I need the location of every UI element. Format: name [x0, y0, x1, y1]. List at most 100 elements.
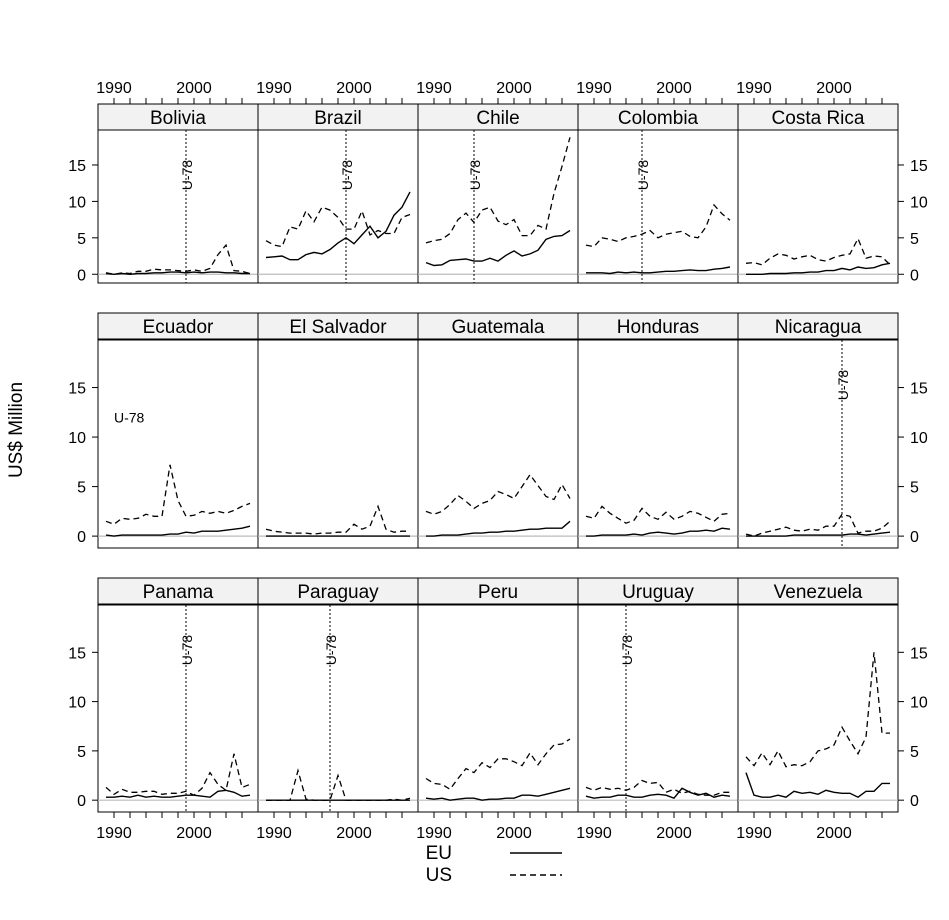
x-tick-label: 1990 — [416, 825, 452, 842]
strip-label-nicaragua: Nicaragua — [775, 317, 862, 338]
panel-guatemala: Guatemala — [417, 312, 579, 549]
series-eu-uruguay — [585, 787, 731, 800]
strip-label-costa-rica: Costa Rica — [772, 108, 865, 129]
panel-nicaragua: Nicaragua U-78 — [737, 312, 899, 549]
u78-label-panama: U-78 — [179, 635, 195, 666]
series-us-chile — [425, 137, 571, 244]
u78-label-nicaragua: U-78 — [835, 370, 851, 401]
panel-frame-uruguay — [577, 604, 739, 813]
series-eu-bolivia — [105, 271, 250, 276]
x-tick-label: 2000 — [336, 825, 372, 842]
series-eu-venezuela — [745, 772, 890, 799]
strip-label-chile: Chile — [476, 108, 519, 129]
panel-frame-venezuela — [737, 604, 899, 813]
panel-ecuador: Ecuador U-78 — [97, 312, 259, 549]
panel-brazil: Brazil U-78 — [257, 103, 419, 284]
panel-frame-panama — [97, 604, 259, 813]
u78-label-bolivia: U-78 — [179, 160, 195, 191]
panels-layer: Bolivia U-78 Brazil U-78 Chile U-78 Colombia U-… — [97, 103, 899, 813]
series-us-honduras — [585, 505, 731, 524]
x-tick-label: 2000 — [656, 80, 692, 97]
strip-label-bolivia: Bolivia — [150, 108, 206, 129]
panel-frame-brazil — [257, 129, 419, 284]
y-axis-label: US$ Million — [6, 382, 27, 478]
series-eu-costa-rica — [746, 262, 891, 275]
y-tick-label-right: 10 — [910, 194, 928, 211]
y-tick-label-right: 5 — [910, 744, 919, 761]
panel-chile: Chile U-78 — [417, 103, 579, 284]
strip-el-salvador — [257, 312, 419, 340]
panel-costa-rica: Costa Rica — [737, 103, 899, 284]
u78-label-paraguay: U-78 — [323, 635, 339, 666]
panel-frame-guatemala — [417, 339, 579, 549]
strip-label-honduras: Honduras — [617, 317, 699, 338]
x-tick-label: 2000 — [176, 825, 212, 842]
strip-uruguay — [577, 577, 739, 605]
u78-label-brazil: U-78 — [339, 160, 355, 191]
x-tick-label: 2000 — [656, 825, 692, 842]
u78-label-ecuador: U-78 — [114, 409, 145, 425]
x-tick-label: 1990 — [96, 80, 132, 97]
x-tick-label: 1990 — [416, 80, 452, 97]
x-tick-label: 1990 — [256, 825, 292, 842]
series-eu-ecuador — [105, 525, 251, 537]
series-us-colombia — [585, 203, 731, 248]
legend: EU US — [426, 843, 562, 886]
series-us-ecuador — [105, 464, 251, 525]
x-tick-label: 2000 — [816, 825, 852, 842]
strip-label-el-salvador: El Salvador — [289, 317, 387, 338]
series-us-costa-rica — [745, 237, 891, 266]
panel-panama: Panama U-78 — [97, 577, 259, 813]
y-tick-label-right: 0 — [910, 793, 919, 810]
series-us-paraguay — [266, 768, 411, 801]
x-tick-label: 1990 — [736, 825, 772, 842]
strip-label-uruguay: Uruguay — [622, 582, 694, 603]
series-eu-guatemala — [426, 520, 571, 537]
series-us-venezuela — [745, 652, 890, 768]
series-eu-colombia — [586, 266, 731, 275]
series-us-panama — [105, 753, 251, 796]
y-tick-label-left: 15 — [68, 645, 86, 662]
y-tick-label-left: 10 — [68, 194, 86, 211]
strip-label-ecuador: Ecuador — [143, 317, 214, 338]
x-tick-label: 2000 — [816, 80, 852, 97]
panel-frame-costa-rica — [737, 129, 899, 284]
series-us-uruguay — [585, 779, 730, 796]
strip-peru — [417, 577, 579, 605]
y-tick-label-left: 5 — [77, 231, 86, 248]
strip-venezuela — [737, 577, 899, 605]
panel-frame-honduras — [577, 339, 739, 549]
series-us-bolivia — [105, 243, 251, 275]
y-tick-label-right: 0 — [910, 529, 919, 546]
strip-label-venezuela: Venezuela — [774, 582, 863, 603]
u78-label-uruguay: U-78 — [619, 635, 635, 666]
legend-label-eu: EU — [426, 843, 452, 864]
u78-label-colombia: U-78 — [635, 160, 651, 191]
axes-layer: 1990 2000 1990 2000 1990 2000 1990 2000 1990 2000… — [68, 80, 928, 842]
u78-label-chile: U-78 — [467, 160, 483, 191]
strip-label-guatemala: Guatemala — [452, 317, 545, 338]
y-tick-label-right: 5 — [910, 480, 919, 497]
y-tick-label-left: 5 — [77, 480, 86, 497]
strip-panama — [97, 577, 259, 605]
strip-label-brazil: Brazil — [314, 108, 362, 129]
panel-el-salvador: El Salvador — [257, 312, 419, 549]
y-tick-label-right: 15 — [910, 645, 928, 662]
y-tick-label-left: 10 — [68, 695, 86, 712]
panel-frame-colombia — [577, 129, 739, 284]
panel-frame-peru — [417, 604, 579, 813]
strip-ecuador — [97, 312, 259, 340]
panel-frame-ecuador — [97, 339, 259, 549]
series-eu-peru — [425, 787, 571, 801]
legend-label-us: US — [426, 865, 452, 886]
x-tick-label: 2000 — [496, 825, 532, 842]
panel-frame-chile — [417, 129, 579, 284]
series-us-nicaragua — [745, 513, 891, 537]
panel-bolivia: Bolivia U-78 — [97, 103, 259, 284]
series-us-el-salvador — [265, 504, 410, 535]
panel-uruguay: Uruguay U-78 — [577, 577, 739, 813]
y-tick-label-left: 0 — [77, 793, 86, 810]
series-eu-panama — [106, 789, 251, 798]
series-us-peru — [425, 738, 571, 791]
x-tick-label: 1990 — [576, 80, 612, 97]
